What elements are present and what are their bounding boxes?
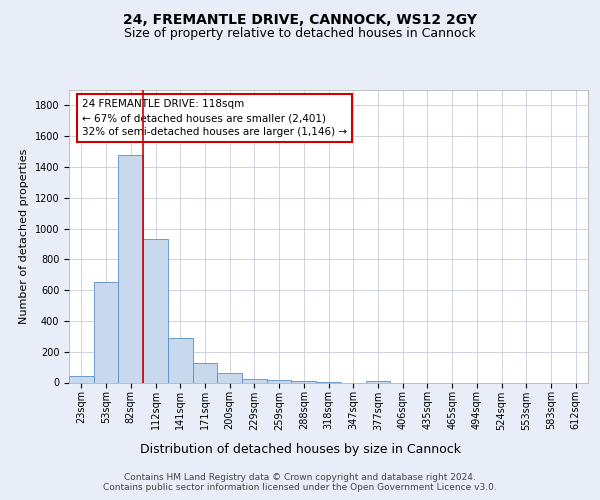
Text: Contains HM Land Registry data © Crown copyright and database right 2024.
Contai: Contains HM Land Registry data © Crown c… <box>103 472 497 492</box>
Bar <box>267 380 292 382</box>
Bar <box>217 374 242 382</box>
Bar <box>69 376 94 382</box>
Text: 24 FREMANTLE DRIVE: 118sqm
← 67% of detached houses are smaller (2,401)
32% of s: 24 FREMANTLE DRIVE: 118sqm ← 67% of deta… <box>82 99 347 137</box>
Bar <box>193 364 217 382</box>
Bar <box>292 381 316 382</box>
Bar <box>242 378 267 382</box>
Bar <box>143 238 168 382</box>
Bar <box>168 338 193 382</box>
Bar <box>118 156 143 382</box>
Y-axis label: Number of detached properties: Number of detached properties <box>19 148 29 324</box>
Bar <box>365 381 390 382</box>
Bar <box>94 282 118 382</box>
Text: Distribution of detached houses by size in Cannock: Distribution of detached houses by size … <box>139 442 461 456</box>
Text: Size of property relative to detached houses in Cannock: Size of property relative to detached ho… <box>124 28 476 40</box>
Text: 24, FREMANTLE DRIVE, CANNOCK, WS12 2GY: 24, FREMANTLE DRIVE, CANNOCK, WS12 2GY <box>123 12 477 26</box>
